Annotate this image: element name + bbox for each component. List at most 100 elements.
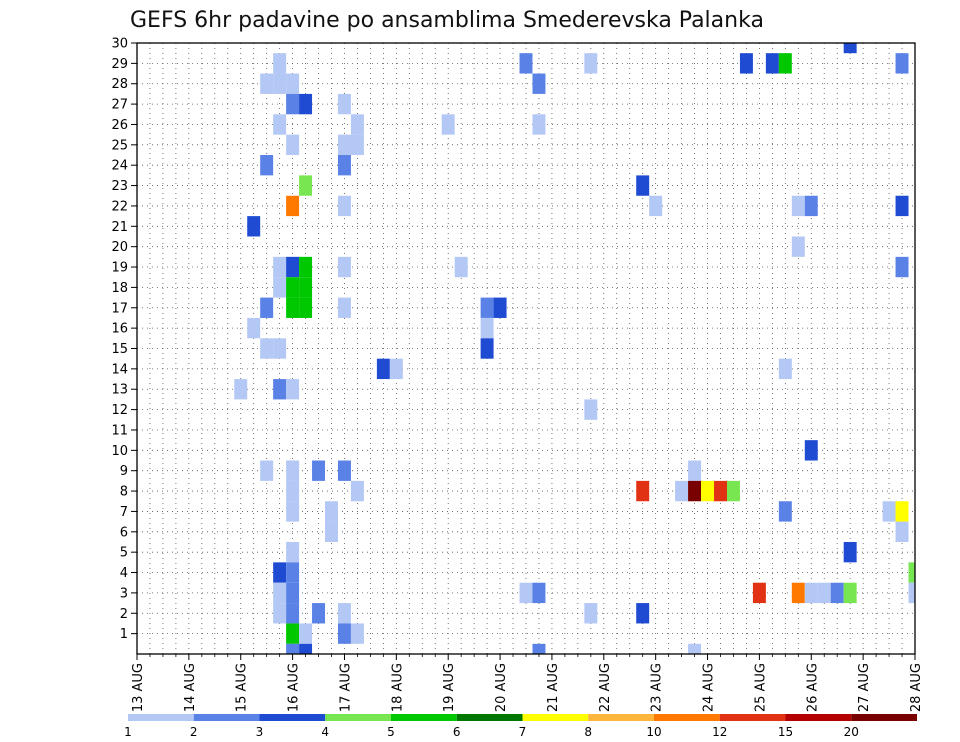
colorbar-label: 8 — [584, 725, 592, 739]
heatmap-cell — [260, 297, 274, 318]
heatmap-cell — [532, 643, 546, 654]
heatmap-cell — [273, 256, 287, 278]
heatmap-cell — [778, 358, 792, 380]
heatmap-cell — [299, 297, 313, 318]
heatmap-cell — [273, 379, 287, 400]
heatmap-cell — [636, 603, 650, 624]
x-tick-label: 23 AUG — [650, 663, 665, 712]
heatmap-cell — [286, 643, 300, 654]
y-tick-label: 11 — [111, 423, 128, 438]
heatmap-cell — [260, 155, 274, 176]
heatmap-cell — [286, 501, 300, 522]
heatmap-cell — [765, 53, 779, 74]
heatmap-cell — [286, 277, 300, 298]
colorbar: 1 2 3 4 5 6 7 8 10 12 15 20 — [124, 714, 917, 739]
heatmap-cell — [454, 256, 468, 278]
y-tick-label: 27 — [111, 98, 128, 113]
heatmap-cell — [273, 603, 287, 624]
colorbar-segment — [128, 714, 194, 721]
y-tick-label: 12 — [111, 403, 128, 418]
heatmap-cell — [895, 521, 909, 542]
heatmap-cell — [260, 460, 274, 481]
heatmap-cell — [895, 53, 909, 74]
heatmap-cell — [688, 480, 702, 502]
y-tick-label: 5 — [120, 546, 128, 561]
x-tick-label: 20 AUG — [494, 663, 509, 712]
heatmap-cell — [299, 277, 313, 298]
heatmap-cell — [688, 643, 702, 654]
colorbar-segment — [654, 714, 720, 721]
y-tick-label: 3 — [120, 586, 128, 601]
heatmap-cell — [714, 480, 727, 502]
colorbar-segment — [522, 714, 589, 721]
heatmap-cell — [286, 562, 300, 583]
heatmap-cell — [299, 256, 313, 278]
y-tick-label: 16 — [111, 322, 128, 337]
heatmap-cell — [337, 93, 351, 115]
y-tick-label: 25 — [111, 138, 128, 153]
x-tick-label: 17 AUG — [338, 663, 353, 712]
heatmap-cell — [337, 155, 351, 176]
y-tick-label: 30 — [111, 37, 128, 52]
colorbar-segment — [456, 714, 523, 721]
y-tick-label: 17 — [111, 301, 128, 316]
heatmap-cell — [286, 195, 300, 217]
colorbar-label: 10 — [646, 725, 661, 739]
heatmap-cell — [299, 623, 313, 644]
heatmap-cell — [830, 582, 844, 604]
heatmap-cell — [286, 256, 300, 278]
y-tick-label: 19 — [111, 261, 128, 276]
y-tick-label: 4 — [120, 566, 128, 581]
y-tick-label: 20 — [111, 240, 128, 255]
x-tick-label: 13 AUG — [131, 663, 146, 712]
y-tick-label: 29 — [111, 57, 128, 72]
heatmap-cell — [843, 43, 857, 54]
heatmap-cell — [260, 73, 274, 94]
heatmap-cell — [480, 297, 494, 318]
heatmap-cell — [337, 460, 351, 481]
heatmap-cell — [649, 195, 663, 217]
heatmap-cell — [791, 195, 805, 217]
heatmap-cell — [532, 582, 546, 604]
colorbar-label: 2 — [190, 725, 198, 739]
colorbar-segment — [193, 714, 260, 721]
heatmap-cell — [895, 256, 909, 278]
heatmap-cell — [286, 379, 300, 400]
heatmap-cell — [519, 582, 533, 604]
heatmap-cell — [273, 73, 287, 94]
colorbar-segment — [851, 714, 917, 721]
heatmap-cell — [636, 480, 650, 502]
heatmap-cell — [312, 603, 326, 624]
heatmap-cell — [752, 582, 766, 604]
heatmap-cell — [286, 582, 300, 604]
heatmap-cell — [739, 53, 753, 74]
heatmap-cell — [908, 562, 915, 583]
heatmap-cell — [247, 317, 261, 339]
heatmap-cell — [312, 460, 326, 481]
colorbar-label: 3 — [256, 725, 264, 739]
heatmap-cell — [376, 358, 390, 380]
colorbar-segment — [325, 714, 391, 721]
heatmap-cell — [273, 277, 287, 298]
heatmap-cell — [532, 114, 546, 135]
heatmap-cell — [286, 297, 300, 318]
plot-area — [136, 42, 916, 655]
y-tick-label: 28 — [111, 77, 128, 92]
heatmap-cell — [247, 216, 261, 237]
colorbar-segment — [391, 714, 457, 721]
colorbar-segment — [785, 714, 852, 721]
heatmap-cell — [817, 582, 831, 604]
heatmap-cell — [804, 195, 818, 217]
colorbar-label: 1 — [124, 725, 132, 739]
x-tick-label: 24 AUG — [702, 663, 717, 712]
heatmap-cell — [337, 623, 351, 644]
colorbar-label: 20 — [844, 725, 859, 739]
heatmap-cell — [688, 460, 702, 481]
x-tick-label: 19 AUG — [442, 663, 457, 712]
colorbar-label: 7 — [519, 725, 527, 739]
heatmap-cell — [337, 297, 351, 318]
heatmap-cell — [895, 501, 909, 522]
x-tick-label: 22 AUG — [598, 663, 613, 712]
y-tick-label: 23 — [111, 179, 128, 194]
